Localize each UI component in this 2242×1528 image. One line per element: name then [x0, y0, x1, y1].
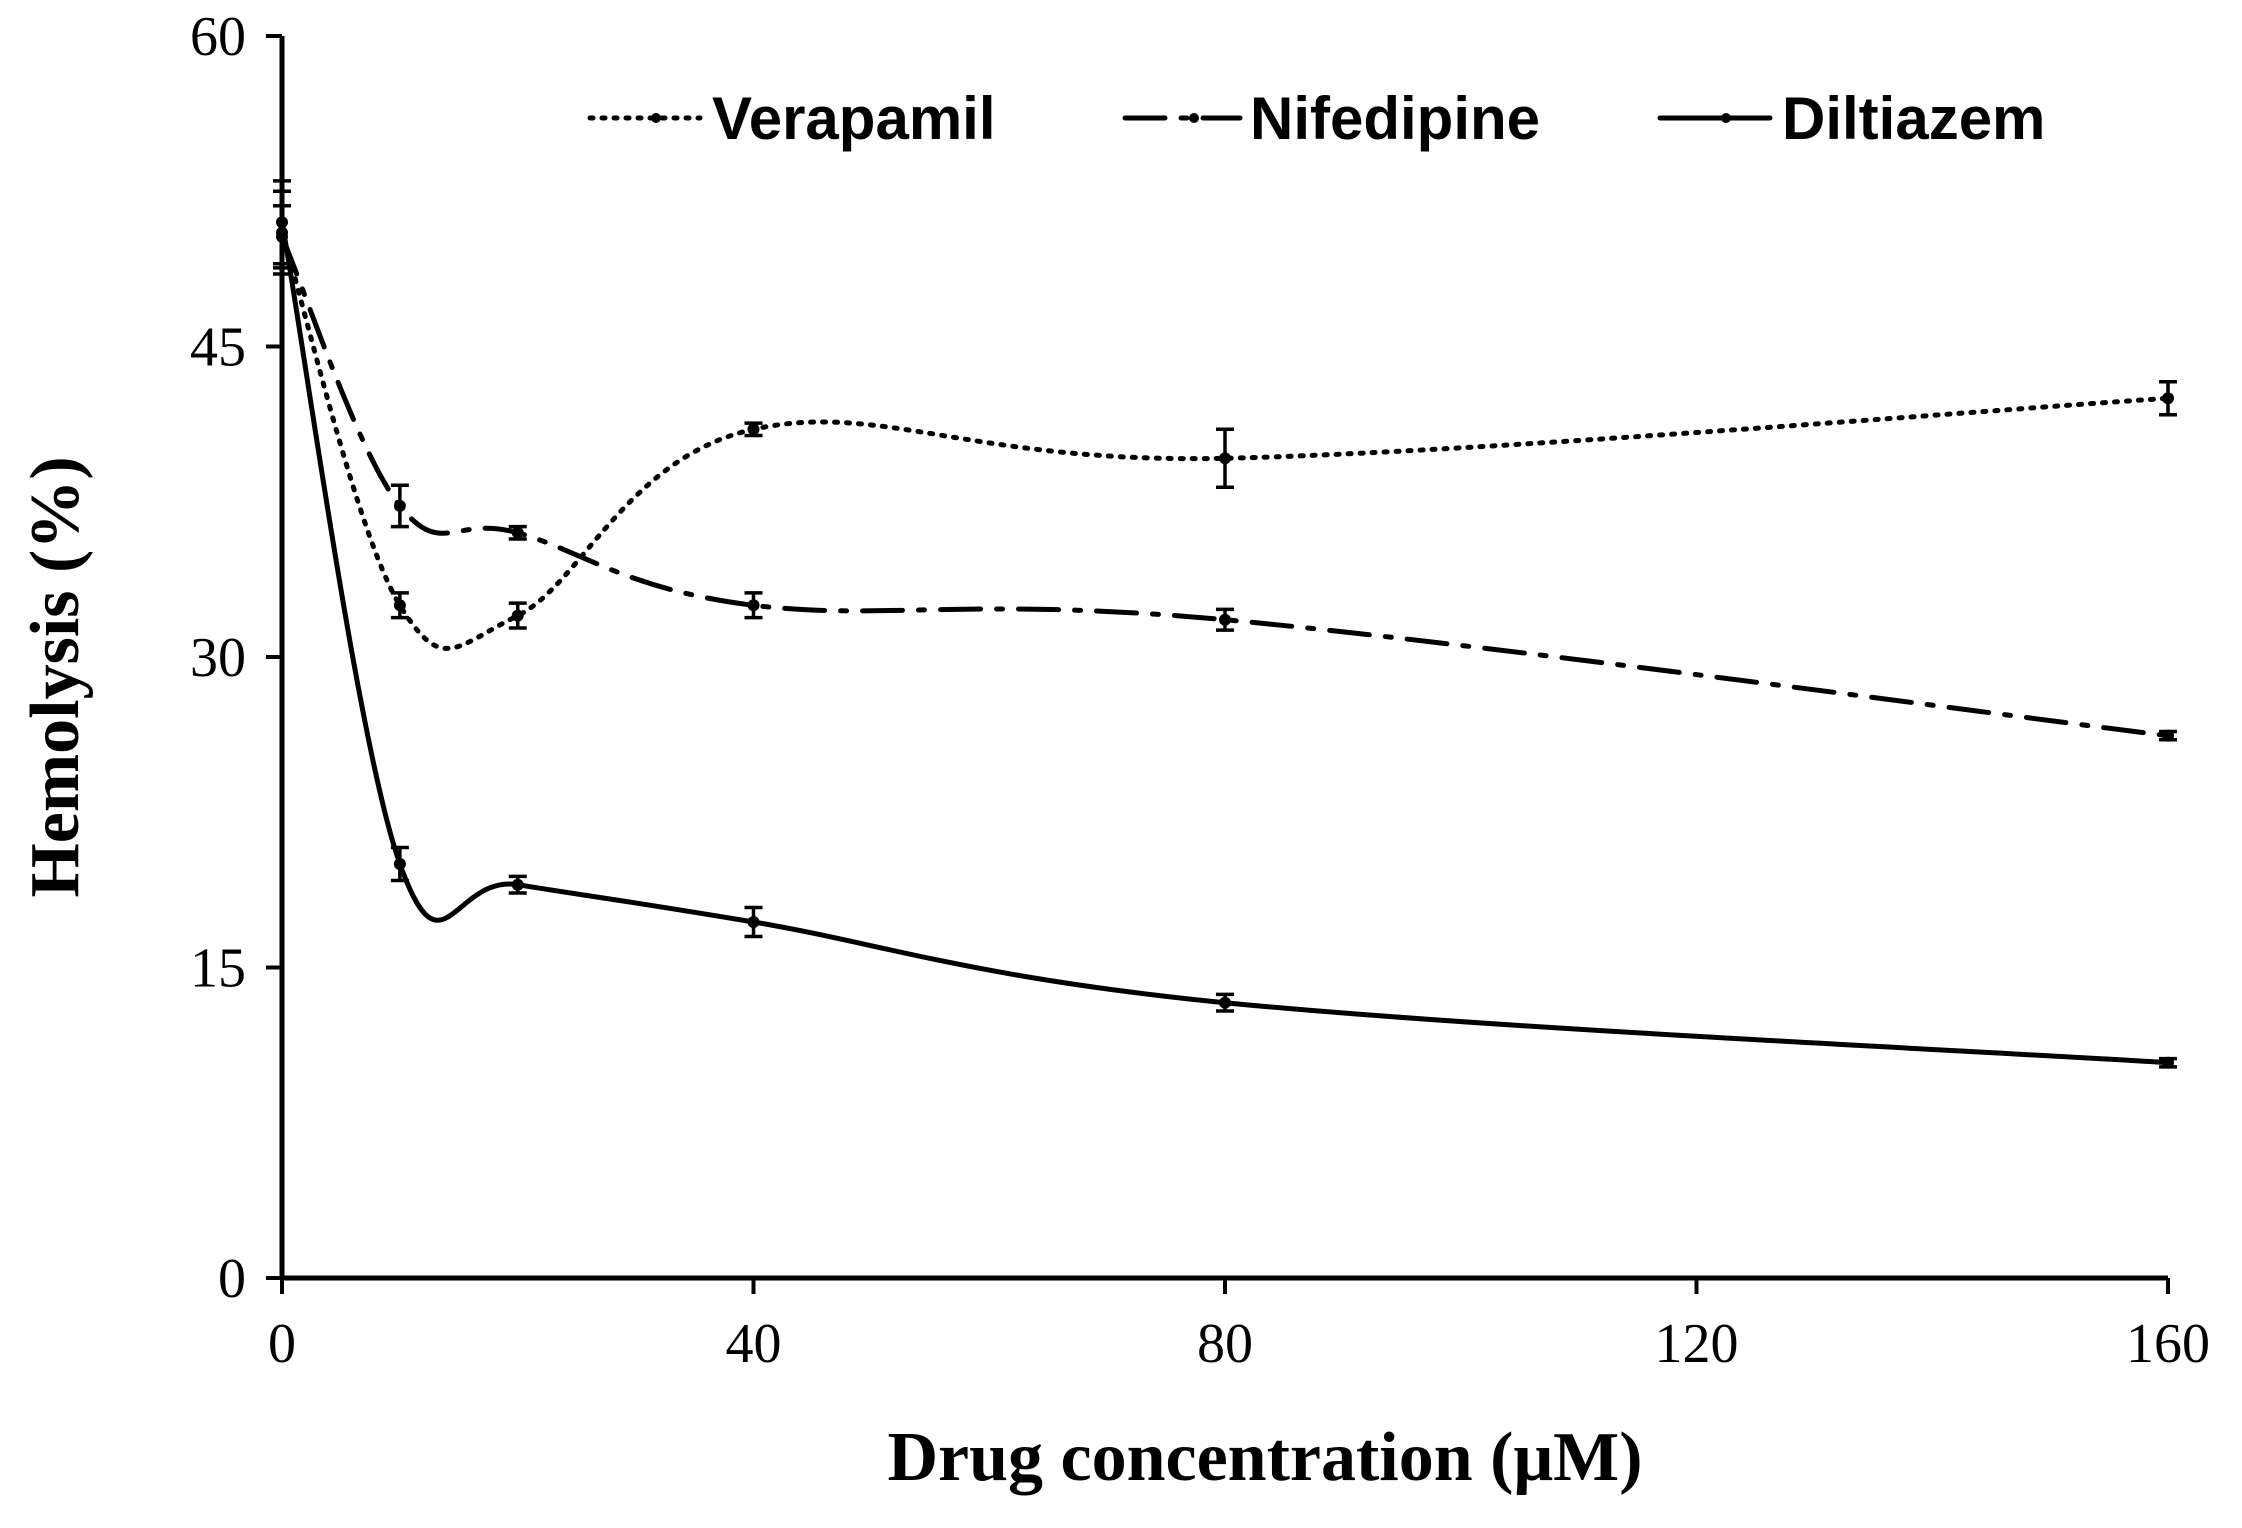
legend-label-diltiazem: Diltiazem [1782, 85, 2045, 152]
y-axis-title: Hemolysis (%) [17, 456, 94, 897]
y-tick-label: 30 [190, 627, 246, 689]
series-line-nifedipine [279, 234, 2171, 739]
data-point [747, 423, 760, 436]
legend-item-verapamil: Verapamil [587, 85, 996, 152]
series-group [273, 179, 2177, 1069]
legend-marker [1189, 113, 1199, 123]
data-point [276, 216, 288, 229]
y-tick-label: 0 [218, 1248, 246, 1310]
y-axis-ticks: 0 15 30 45 60 [190, 6, 282, 1310]
data-point [393, 858, 406, 870]
x-tick-label: 160 [2126, 1313, 2210, 1375]
data-point [393, 499, 406, 512]
y-tick-label: 60 [190, 6, 246, 68]
data-point [2162, 729, 2174, 742]
series-diltiazem [273, 179, 2177, 1069]
legend-item-diltiazem: Diltiazem [1657, 85, 2045, 152]
data-point [511, 609, 524, 622]
series-line-diltiazem [279, 219, 2171, 1066]
data-point [511, 526, 524, 539]
x-tick-label: 0 [268, 1313, 296, 1375]
data-point [393, 599, 406, 612]
y-tick-label: 45 [190, 317, 246, 379]
legend-label-nifedipine: Nifedipine [1250, 85, 1540, 152]
y-tick-label: 15 [190, 938, 246, 1000]
data-point [1219, 996, 1231, 1009]
series-verapamil [273, 189, 2177, 651]
legend-marker [651, 113, 661, 123]
data-point [747, 599, 760, 612]
data-point [1219, 452, 1231, 465]
legend-marker [1721, 113, 1731, 123]
x-axis-title: Drug concentration (μM) [887, 1419, 1642, 1496]
axes [279, 36, 2168, 1281]
legend-item-nifedipine: Nifedipine [1122, 85, 1540, 152]
x-tick-label: 120 [1655, 1313, 1739, 1375]
data-point [747, 915, 760, 928]
legend-label-verapamil: Verapamil [712, 85, 996, 152]
data-point [1219, 613, 1231, 626]
series-nifedipine [273, 203, 2177, 742]
data-point [2162, 1056, 2174, 1069]
x-axis-ticks: 0 40 80 120 160 [268, 1278, 2210, 1375]
data-point [511, 878, 524, 891]
x-tick-label: 40 [726, 1313, 782, 1375]
legend: Verapamil Nifedipine Diltiazem [587, 85, 2045, 152]
data-point [2162, 392, 2174, 405]
x-tick-label: 80 [1197, 1313, 1253, 1375]
